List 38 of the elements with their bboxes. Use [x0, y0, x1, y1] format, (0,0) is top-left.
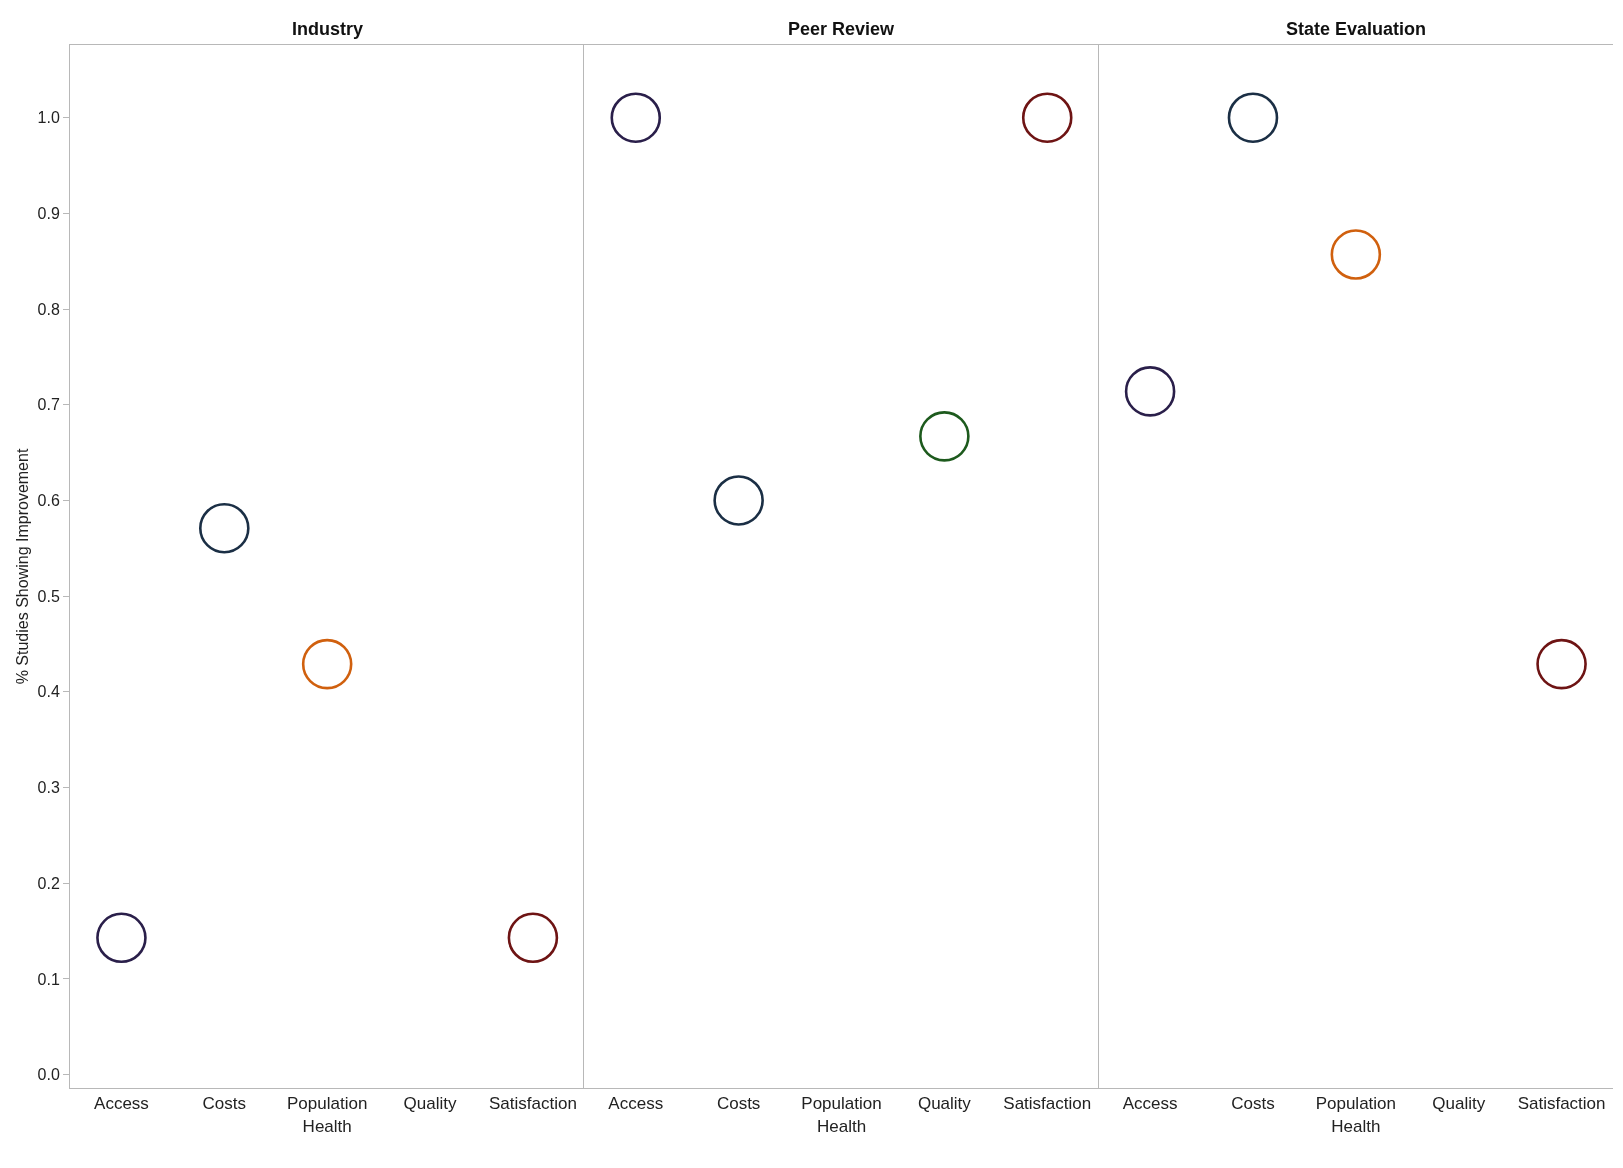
- x-tick-label: Access: [94, 1094, 149, 1114]
- y-tick-label: 0.6: [37, 492, 60, 510]
- x-tick-label: Costs: [202, 1094, 247, 1114]
- y-tick-label: 0.8: [37, 300, 60, 318]
- x-tick-label: Population Health: [801, 1094, 882, 1136]
- x-tick-label: Satisfaction: [488, 1094, 577, 1114]
- point: [301, 638, 353, 690]
- x-tick-label: Quality: [403, 1094, 457, 1114]
- point: [96, 912, 147, 964]
- y-tick-label: 0.7: [37, 396, 60, 414]
- point: [199, 502, 250, 554]
- point: [507, 912, 559, 964]
- x-tick-label: Satisfaction: [1517, 1094, 1606, 1114]
- x-tick-label: Quality: [917, 1094, 972, 1114]
- x-tick-label: Satisfaction: [1003, 1094, 1092, 1114]
- y-tick-label: 0.5: [37, 587, 60, 605]
- point: [1227, 92, 1279, 143]
- x-tick-label: Costs: [1231, 1094, 1275, 1114]
- x-tick-label: Access: [608, 1094, 664, 1114]
- x-tick-label: Population Health: [1315, 1094, 1397, 1136]
- y-tick-label: 0.1: [37, 970, 60, 988]
- y-tick-label: 0.4: [37, 683, 60, 701]
- y-tick-label: 0.9: [37, 205, 60, 223]
- point: [1536, 638, 1587, 690]
- point: [1124, 366, 1176, 417]
- y-tick-label: 1.0: [37, 109, 60, 127]
- y-tick-label: 0.0: [37, 1066, 60, 1084]
- y-axis-title: % Studies Showing Improvement: [14, 448, 32, 685]
- x-tick-label: Costs: [716, 1094, 761, 1114]
- x-tick-label: Access: [1122, 1094, 1178, 1114]
- chart-title: Peer Review: [788, 19, 896, 39]
- chart-title: Industry: [292, 19, 364, 39]
- x-tick-label: Quality: [1432, 1094, 1486, 1114]
- x-tick-label: Population Health: [287, 1094, 368, 1136]
- y-tick-label: 0.3: [37, 779, 60, 797]
- y-tick-label: 0.2: [37, 874, 60, 892]
- chart-title: State Evaluation: [1286, 19, 1427, 39]
- point: [1330, 229, 1382, 280]
